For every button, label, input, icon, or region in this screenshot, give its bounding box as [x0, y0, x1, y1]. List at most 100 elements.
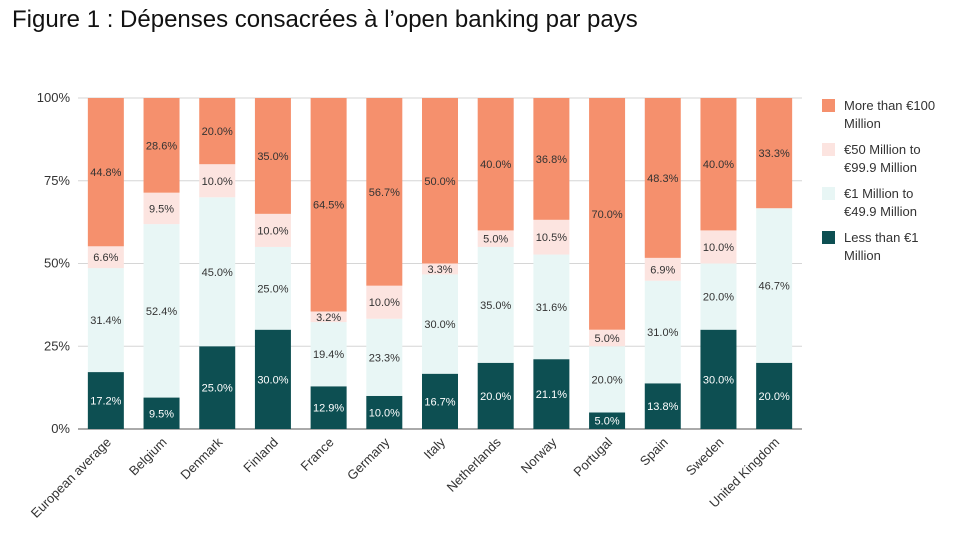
- x-tick-label: Germany: [344, 434, 393, 483]
- data-label: 30.0%: [424, 319, 455, 331]
- legend-swatch: [822, 187, 835, 200]
- data-label: 25.0%: [257, 283, 288, 295]
- legend-label-line: Million: [844, 116, 881, 131]
- bar-segment: [366, 395, 403, 429]
- data-label: 10.0%: [703, 242, 734, 254]
- data-label: 20.0%: [591, 374, 622, 386]
- x-tick-label: Belgium: [126, 435, 170, 479]
- data-label: 35.0%: [480, 300, 511, 312]
- data-label: 17.2%: [90, 396, 121, 408]
- bar-segment: [199, 164, 236, 198]
- legend-label-line: More than €100: [844, 98, 935, 113]
- bar-segment: [477, 362, 514, 429]
- data-label: 9.5%: [149, 408, 174, 420]
- bar-segment: [366, 98, 403, 286]
- data-label: 70.0%: [591, 209, 622, 221]
- bar-segment: [644, 98, 681, 258]
- data-label: 3.3%: [427, 264, 452, 276]
- bar-segment: [199, 346, 236, 429]
- y-tick-label: 100%: [37, 90, 71, 105]
- data-label: 64.5%: [313, 200, 344, 212]
- y-tick-label: 75%: [44, 173, 70, 188]
- data-label: 33.3%: [759, 148, 790, 160]
- data-label: 10.0%: [369, 297, 400, 309]
- bar-segment: [254, 98, 291, 214]
- figure-title: Figure 1 : Dépenses consacrées à l’open …: [12, 6, 638, 33]
- bar-segment: [87, 268, 124, 373]
- x-tick-label: Sweden: [683, 435, 727, 479]
- data-label: 48.3%: [647, 173, 678, 185]
- bar-segment: [310, 98, 347, 312]
- data-label: 31.0%: [647, 327, 678, 339]
- legend-label-line: €1 Million to: [844, 186, 913, 201]
- legend-label: €1 Million to €49.9 Million: [844, 186, 917, 219]
- x-tick-label: Netherlands: [444, 434, 505, 495]
- data-label: 56.7%: [369, 187, 400, 199]
- data-label: 19.4%: [313, 349, 344, 361]
- data-label: 35.0%: [257, 151, 288, 163]
- bar-segment: [143, 98, 180, 193]
- x-tick-label: Finland: [240, 435, 281, 476]
- bar-segment: [533, 98, 570, 220]
- legend-label-line: €49.9 Million: [844, 204, 917, 219]
- data-label: 23.3%: [369, 352, 400, 364]
- x-tick-label: Denmark: [177, 434, 225, 482]
- data-label: 5.0%: [595, 333, 620, 345]
- data-label: 52.4%: [146, 306, 177, 318]
- x-tick-label: France: [298, 435, 337, 474]
- legend-swatch: [822, 99, 835, 112]
- legend-label: More than €100 Million: [844, 98, 935, 131]
- data-label: 30.0%: [257, 374, 288, 386]
- legend-label-line: Less than €1: [844, 230, 918, 245]
- data-label: 20.0%: [759, 391, 790, 403]
- bar-segment: [756, 208, 793, 363]
- bar-segment: [366, 285, 403, 319]
- bar-segment: [533, 254, 570, 360]
- bar-segment: [422, 274, 458, 374]
- bar-segment: [143, 397, 180, 429]
- bar-segment: [477, 98, 514, 231]
- bar-segment: [589, 98, 626, 330]
- legend-label-line: Million: [844, 248, 881, 263]
- bar-segment: [87, 98, 124, 247]
- data-label: 10.0%: [202, 176, 233, 188]
- x-tick-label: Spain: [637, 435, 671, 469]
- data-label: 40.0%: [480, 159, 511, 171]
- data-label: 10.5%: [536, 232, 567, 244]
- x-tick-label: Portugal: [570, 434, 615, 479]
- legend-swatch: [822, 143, 835, 156]
- data-label: 6.9%: [650, 264, 675, 276]
- data-label: 21.1%: [536, 389, 567, 401]
- bar-segment: [366, 318, 403, 396]
- bar-segment: [87, 372, 124, 429]
- bar-segment: [422, 263, 458, 275]
- data-label: 16.7%: [424, 396, 455, 408]
- bar-segment: [477, 230, 514, 247]
- bar-segment: [700, 98, 737, 231]
- data-label: 3.2%: [316, 312, 341, 324]
- y-tick-label: 25%: [44, 338, 70, 353]
- bar-segment: [310, 322, 347, 387]
- data-label: 45.0%: [202, 267, 233, 279]
- bar-segment: [589, 346, 626, 413]
- data-label: 5.0%: [595, 416, 620, 428]
- data-label: 46.7%: [759, 281, 790, 293]
- data-label: 20.0%: [202, 126, 233, 138]
- data-label: 31.6%: [536, 302, 567, 314]
- y-tick-label: 0%: [51, 421, 70, 436]
- bar-segment: [254, 329, 291, 429]
- data-label: 30.0%: [703, 374, 734, 386]
- data-label: 25.0%: [202, 383, 233, 395]
- bar-segment: [589, 329, 626, 347]
- bar-segment: [644, 257, 681, 281]
- bar-segment: [143, 224, 180, 398]
- bar-segment: [310, 386, 347, 429]
- bar-segment: [310, 311, 347, 323]
- bar-segment: [254, 213, 291, 247]
- bar-segment: [700, 329, 737, 429]
- bar-segment: [422, 98, 458, 264]
- bar-segment: [756, 362, 793, 429]
- bar-segment: [644, 383, 681, 429]
- data-label: 9.5%: [149, 203, 174, 215]
